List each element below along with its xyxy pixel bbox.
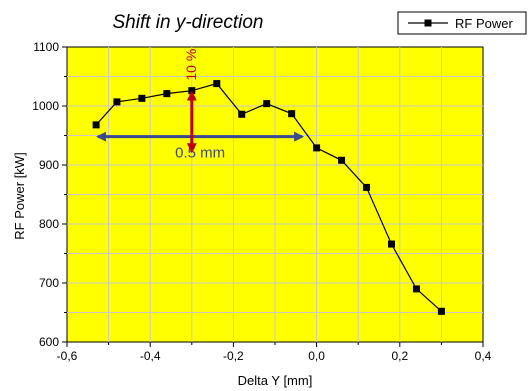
data-point <box>412 285 420 293</box>
legend: RF Power <box>397 11 527 35</box>
legend-marker <box>424 19 432 27</box>
annotation-layer: 0.5 mm 10 % <box>96 49 305 162</box>
data-point <box>92 121 100 129</box>
width-label: 0.5 mm <box>175 145 225 162</box>
data-point <box>263 100 271 108</box>
legend-series-label: RF Power <box>455 16 513 31</box>
x-tick-label: -0,6 <box>57 349 78 363</box>
data-point <box>338 156 346 164</box>
data-point <box>138 94 146 102</box>
y-axis-ticks: 600 700 800 900 1000 1100 <box>32 40 67 349</box>
x-tick-label: -0,2 <box>223 349 244 363</box>
grid <box>67 47 483 342</box>
x-tick-label: -0,4 <box>140 349 161 363</box>
y-tick-label: 700 <box>39 276 59 290</box>
data-point <box>437 307 445 315</box>
x-axis-ticks: -0,6 -0,4 -0,2 0,0 0,2 0,4 <box>57 342 492 363</box>
chart-title: Shift in y-direction <box>112 12 263 33</box>
data-point <box>363 183 371 191</box>
x-axis-label: Delta Y [mm] <box>238 373 313 388</box>
y-tick-label: 900 <box>39 158 59 172</box>
y-tick-label: 800 <box>39 217 59 231</box>
data-point <box>113 98 121 106</box>
data-point <box>238 110 246 118</box>
y-tick-label: 1100 <box>33 40 59 54</box>
height-label: 10 % <box>183 49 199 81</box>
data-point <box>288 110 296 118</box>
x-tick-label: 0,2 <box>391 349 408 363</box>
legend-box <box>397 11 527 35</box>
y-axis-label: RF Power [kW] <box>12 152 27 239</box>
data-point <box>313 144 321 152</box>
y-tick-label: 1000 <box>32 99 59 113</box>
data-point <box>213 80 221 88</box>
data-point <box>387 240 395 248</box>
data-point <box>163 90 171 98</box>
x-tick-label: 0,4 <box>475 349 492 363</box>
y-tick-label: 600 <box>39 335 59 349</box>
x-tick-label: 0,0 <box>308 349 325 363</box>
